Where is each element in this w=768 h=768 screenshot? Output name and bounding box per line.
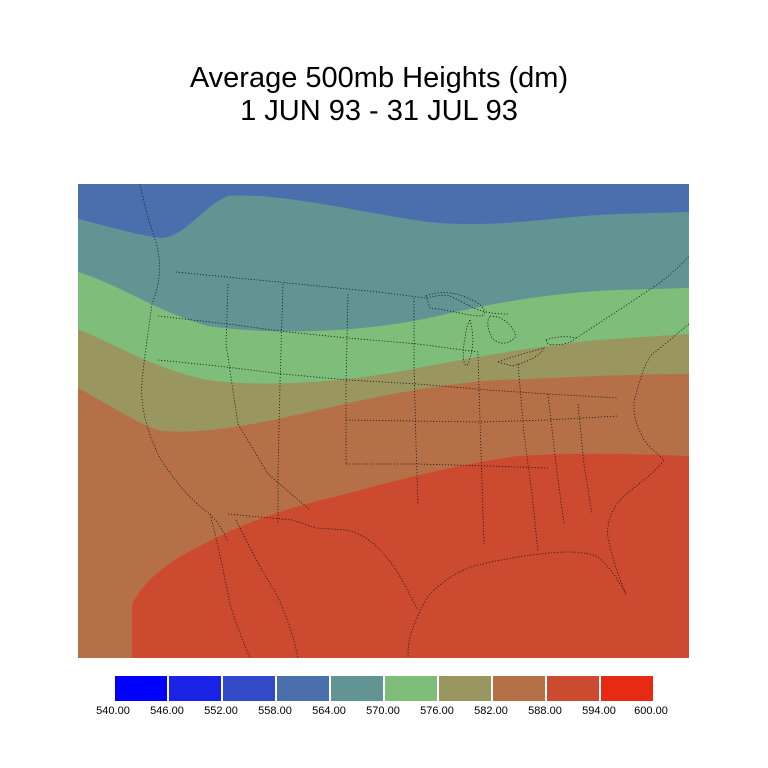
baja-coastline xyxy=(209,513,251,658)
legend-label: 576.00 xyxy=(420,705,454,717)
band-588-594 xyxy=(132,453,689,658)
legend-label: 558.00 xyxy=(258,705,292,717)
legend-label: 540.00 xyxy=(96,705,130,717)
title-line-2: 1 JUN 93 - 31 JUL 93 xyxy=(240,95,518,127)
legend-label: 600.00 xyxy=(634,705,668,717)
legend-swatch-588-594 xyxy=(547,676,599,701)
lake-huron xyxy=(487,315,517,344)
color-legend xyxy=(115,676,653,701)
us-mexico-border xyxy=(227,513,419,611)
legend-swatch-558-564 xyxy=(277,676,329,701)
legend-swatch-594-600 xyxy=(601,676,653,701)
legend-label: 582.00 xyxy=(474,705,508,717)
legend-swatch-582-588 xyxy=(493,676,545,701)
gulf-coastline xyxy=(407,551,627,658)
lake-erie xyxy=(496,347,545,367)
east-coastline xyxy=(607,323,689,595)
legend-label: 564.00 xyxy=(312,705,346,717)
legend-swatch-552-558 xyxy=(223,676,275,701)
legend-label: 552.00 xyxy=(204,705,238,717)
chart-title: Average 500mb Heights (dm) 1 JUN 93 - 31… xyxy=(0,62,758,128)
legend-swatch-564-570 xyxy=(331,676,383,701)
legend-label: 570.00 xyxy=(366,705,400,717)
title-line-1: Average 500mb Heights (dm) xyxy=(189,62,569,94)
legend-label: 546.00 xyxy=(150,705,184,717)
west-coastline xyxy=(139,184,229,543)
height-map-svg xyxy=(78,184,689,658)
us-canada-border xyxy=(175,271,509,315)
boundary-lines xyxy=(139,184,689,658)
height-map xyxy=(78,184,689,658)
legend-swatch-570-576 xyxy=(385,676,437,701)
lake-ontario xyxy=(545,336,577,346)
legend-swatch-540-546 xyxy=(115,676,167,701)
state-lines xyxy=(157,283,619,553)
legend-swatch-576-582 xyxy=(439,676,491,701)
legend-label: 588.00 xyxy=(528,705,562,717)
legend-label: 594.00 xyxy=(582,705,616,717)
legend-swatch-546-552 xyxy=(169,676,221,701)
